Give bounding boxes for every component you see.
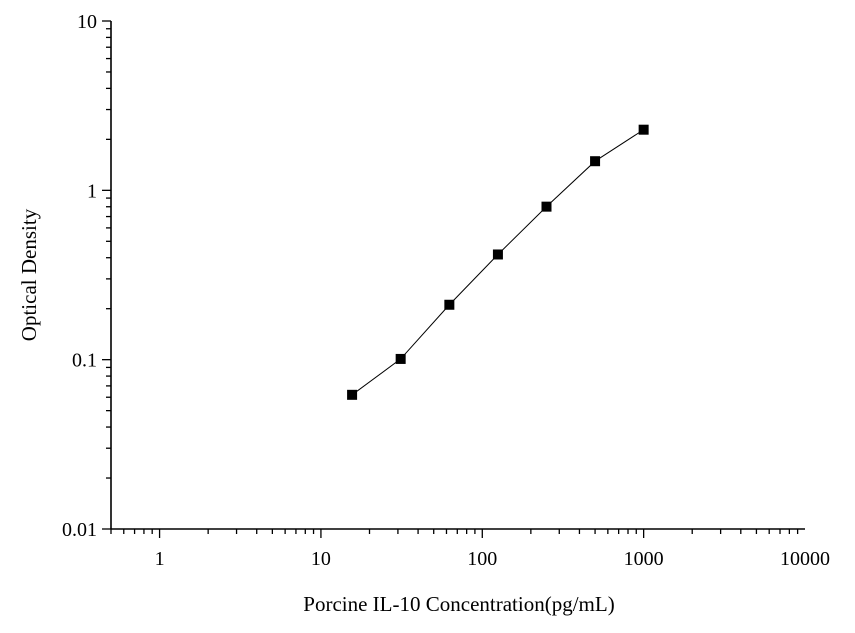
y-axis: 0.01 0.1 1 10 [62, 11, 112, 541]
y-tick-label: 0.1 [72, 350, 97, 372]
data-point [638, 124, 649, 135]
y-tick-label: 10 [77, 11, 97, 33]
x-tick-label: 1 [155, 548, 165, 570]
x-tick-label: 100 [467, 548, 497, 570]
x-tick-label: 1000 [624, 548, 664, 570]
data-point [492, 249, 503, 260]
x-tick-label: 10 [311, 548, 331, 570]
x-axis-label: Porcine IL-10 Concentration(pg/mL) [303, 592, 614, 616]
data-point [590, 156, 601, 167]
y-tick-label: 1 [87, 180, 97, 202]
data-point [347, 389, 358, 400]
x-tick-label: 10000 [780, 548, 830, 570]
y-tick-label: 0.01 [62, 519, 97, 541]
data-point [541, 201, 552, 212]
data-point [395, 353, 406, 364]
data-point [444, 299, 455, 310]
y-axis-label: Optical Density [17, 208, 41, 341]
x-axis: 1 10 100 1000 10000 [110, 528, 830, 570]
data-series [347, 124, 649, 400]
